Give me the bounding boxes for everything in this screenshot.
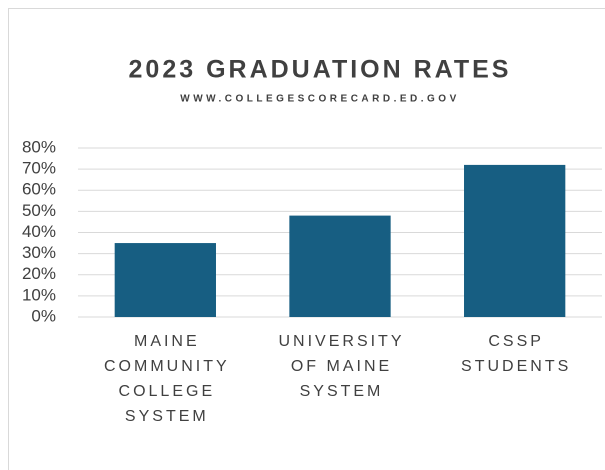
x-tick-label: CSSP STUDENTS (461, 333, 572, 375)
y-tick-label: 10% (22, 285, 56, 304)
chart-frame (8, 8, 605, 470)
chart-title: 2023 GRADUATION RATES (129, 56, 512, 84)
y-tick-label: 40% (22, 222, 56, 241)
y-tick-label: 50% (22, 201, 56, 220)
chart-subtitle: WWW.COLLEGESCORECARD.ED.GOV (180, 94, 460, 105)
bar (289, 215, 391, 317)
y-tick-label: 60% (22, 180, 56, 199)
y-tick-label: 0% (31, 306, 56, 325)
y-tick-label: 20% (22, 264, 56, 283)
x-tick-label: MAINE COMMUNITY COLLEGE SYSTEM (104, 333, 230, 425)
bar (464, 164, 566, 317)
y-tick-label: 30% (22, 243, 56, 262)
x-tick-label: UNIVERSITY OF MAINE SYSTEM (278, 333, 405, 400)
bar (114, 243, 216, 317)
y-tick-label: 80% (22, 137, 56, 156)
y-tick-label: 70% (22, 159, 56, 178)
